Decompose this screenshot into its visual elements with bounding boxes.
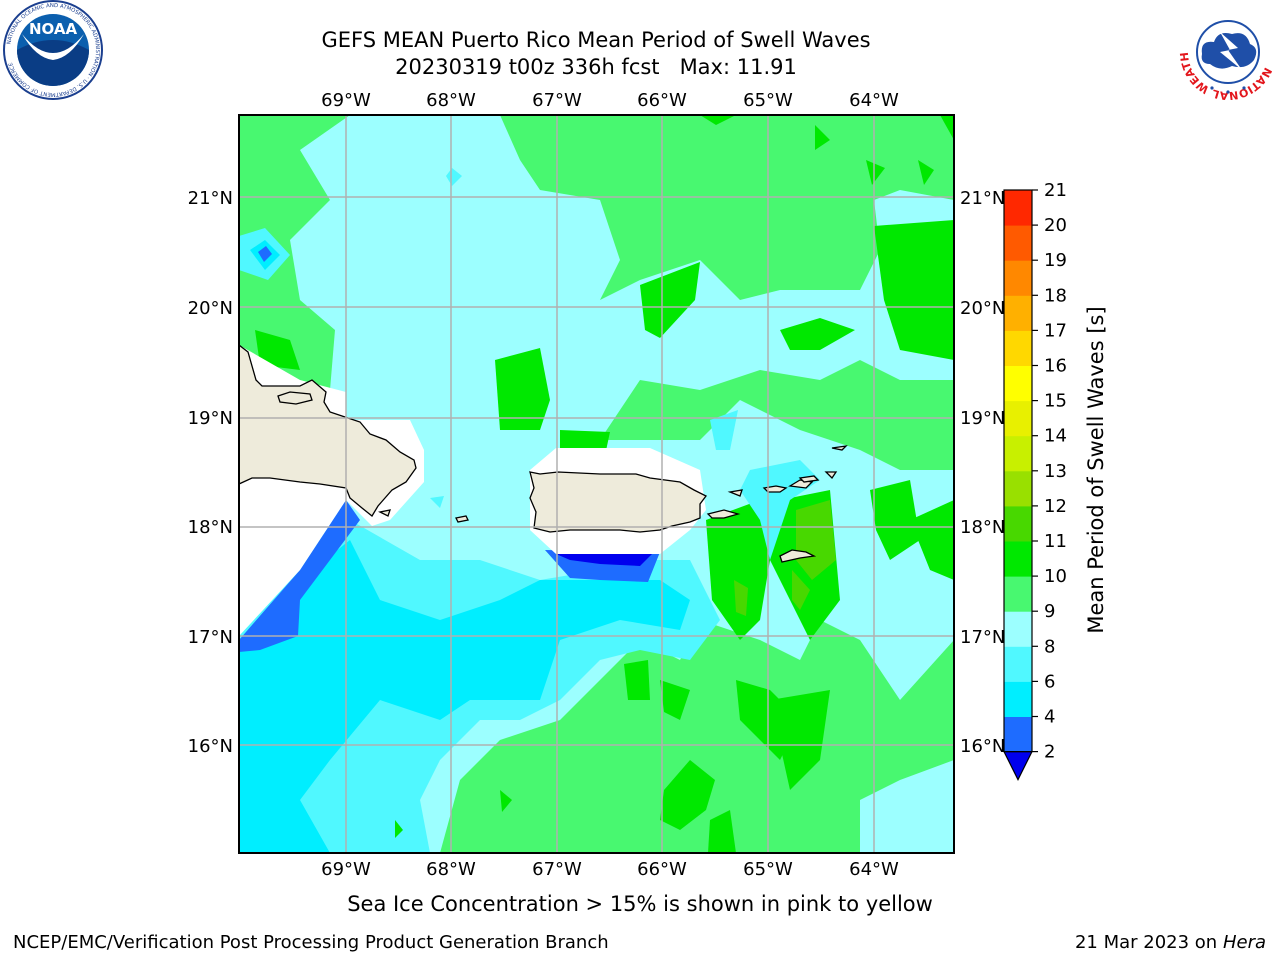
lon-labels-bottom: 69°W 68°W 67°W 66°W 65°W 64°W <box>321 859 899 880</box>
lat-label-left-0: 21°N <box>188 188 233 209</box>
lat-label-left-1: 20°N <box>188 298 233 319</box>
colorbar-title: Mean Period of Swell Waves [s] <box>1084 306 1108 634</box>
colorbar-swatch-0 <box>1004 716 1032 753</box>
anegada-island <box>831 445 848 451</box>
lat-label-right-5: 16°N <box>960 736 1005 757</box>
lon-label-bottom-0: 69°W <box>321 859 371 880</box>
colorbar-swatch-11 <box>1004 330 1032 366</box>
colorbar-tick-label-0: 2 <box>1044 742 1055 763</box>
lat-labels-right: 21°N 20°N 19°N 18°N 17°N 16°N <box>960 188 1005 757</box>
lon-label-top-0: 69°W <box>321 90 371 111</box>
chart-subtitle: 20230319 t00z 336h fcst Max: 11.91 <box>395 55 797 79</box>
colorbar-swatch-1 <box>1004 681 1032 717</box>
lat-label-right-0: 21°N <box>960 188 1005 209</box>
colorbar-tick-label-9: 14 <box>1044 426 1067 447</box>
contour-band-11-12 <box>734 500 836 616</box>
lat-label-left-5: 16°N <box>188 736 233 757</box>
lat-label-right-3: 18°N <box>960 517 1005 538</box>
colorbar-swatch-9 <box>1004 400 1032 437</box>
colorbar-tick-label-7: 12 <box>1044 496 1067 517</box>
colorbar-tick-label-12: 17 <box>1044 320 1067 341</box>
contour-band-2-4 <box>239 500 660 652</box>
colorbar-swatch-12 <box>1004 295 1032 331</box>
colorbar-swatch-6 <box>1004 505 1032 542</box>
colorbar-swatch-10 <box>1004 365 1032 402</box>
footer-host: Hera <box>1222 932 1266 953</box>
lat-labels-left: 21°N 20°N 19°N 18°N 17°N 16°N <box>188 188 233 757</box>
nws-seal-icon: NATIONAL WEATHER SERVICE <box>1176 4 1274 100</box>
colorbar-swatch-7 <box>1004 470 1032 507</box>
lon-label-bottom-1: 68°W <box>426 859 476 880</box>
colorbar-tick-label-4: 9 <box>1044 601 1055 622</box>
lon-label-bottom-5: 64°W <box>849 859 899 880</box>
colorbar-tick-label-8: 13 <box>1044 461 1067 482</box>
chart-title: GEFS MEAN Puerto Rico Mean Period of Swe… <box>321 28 871 52</box>
footer-date: 21 Mar 2023 on Hera <box>1075 932 1266 953</box>
colorbar-tick-label-15: 20 <box>1044 215 1067 236</box>
lon-label-bottom-4: 65°W <box>743 859 793 880</box>
vieques-island <box>706 509 741 519</box>
colorbar: 2 4 6 8 9 10 11 12 13 14 15 16 17 18 19 20 21 <box>1003 180 1067 781</box>
map-frame <box>238 114 955 854</box>
colorbar-tick-label-1: 4 <box>1044 707 1055 728</box>
graticule <box>239 115 954 853</box>
colorbar-swatch-5 <box>1004 541 1032 577</box>
lat-label-left-3: 18°N <box>188 517 233 538</box>
noaa-center-text: NOAA <box>29 20 78 38</box>
colorbar-tick-label-16: 21 <box>1044 180 1067 201</box>
footer-date-text: 21 Mar 2023 on <box>1074 932 1218 953</box>
colorbar-tick-label-5: 10 <box>1044 566 1067 587</box>
contour-band-2-4-north <box>258 246 272 262</box>
hispaniola-landmass <box>239 344 417 517</box>
lon-label-top-2: 67°W <box>532 90 582 111</box>
footer-branch: NCEP/EMC/Verification Post Processing Pr… <box>13 932 609 953</box>
colorbar-swatch-15 <box>1004 190 1032 226</box>
colorbar-tick-label-14: 19 <box>1044 250 1067 271</box>
virgin-gorda-island <box>824 471 838 480</box>
colorbar-tick-label-13: 18 <box>1044 285 1067 306</box>
swell-period-contours <box>239 115 954 853</box>
tortuga-island <box>277 391 313 405</box>
lat-label-left-4: 17°N <box>188 627 233 648</box>
colorbar-swatch-8 <box>1004 435 1032 472</box>
lon-label-top-4: 65°W <box>743 90 793 111</box>
lat-label-right-2: 19°N <box>960 408 1005 429</box>
lon-label-bottom-2: 67°W <box>532 859 582 880</box>
colorbar-swatch-4 <box>1004 576 1032 612</box>
lat-label-right-1: 20°N <box>960 298 1005 319</box>
colorbar-tick-label-2: 6 <box>1044 671 1055 692</box>
culebra-island <box>727 489 743 497</box>
lat-label-right-4: 17°N <box>960 627 1005 648</box>
noaa-seal-icon: NATIONAL OCEANIC AND ATMOSPHERIC ADMINIS… <box>3 0 103 100</box>
contour-band-4-6 <box>239 540 690 853</box>
contour-band-below-2 <box>556 554 652 566</box>
lon-labels-top: 69°W 68°W 67°W 66°W 65°W 64°W <box>321 90 899 111</box>
colorbar-swatch-13 <box>1004 260 1032 296</box>
lon-label-top-5: 64°W <box>849 90 899 111</box>
saona-island <box>378 509 391 517</box>
lon-label-bottom-3: 66°W <box>637 859 687 880</box>
sea-ice-note: Sea Ice Concentration > 15% is shown in … <box>347 892 933 916</box>
colorbar-tick-label-10: 15 <box>1044 391 1067 412</box>
mona-island <box>455 515 469 523</box>
lat-label-left-2: 19°N <box>188 408 233 429</box>
lon-label-top-1: 68°W <box>426 90 476 111</box>
tortola-island <box>798 475 820 483</box>
colorbar-extend-min <box>1003 751 1033 781</box>
st-croix-island <box>779 549 817 563</box>
colorbar-tick-label-6: 11 <box>1044 531 1067 552</box>
colorbar-swatch-2 <box>1004 646 1032 682</box>
colorbar-tick-label-11: 16 <box>1044 356 1067 377</box>
colorbar-swatch-3 <box>1004 611 1032 647</box>
lon-label-top-3: 66°W <box>637 90 687 111</box>
colorbar-tick-label-3: 8 <box>1044 636 1055 657</box>
colorbar-swatch-14 <box>1004 225 1032 261</box>
